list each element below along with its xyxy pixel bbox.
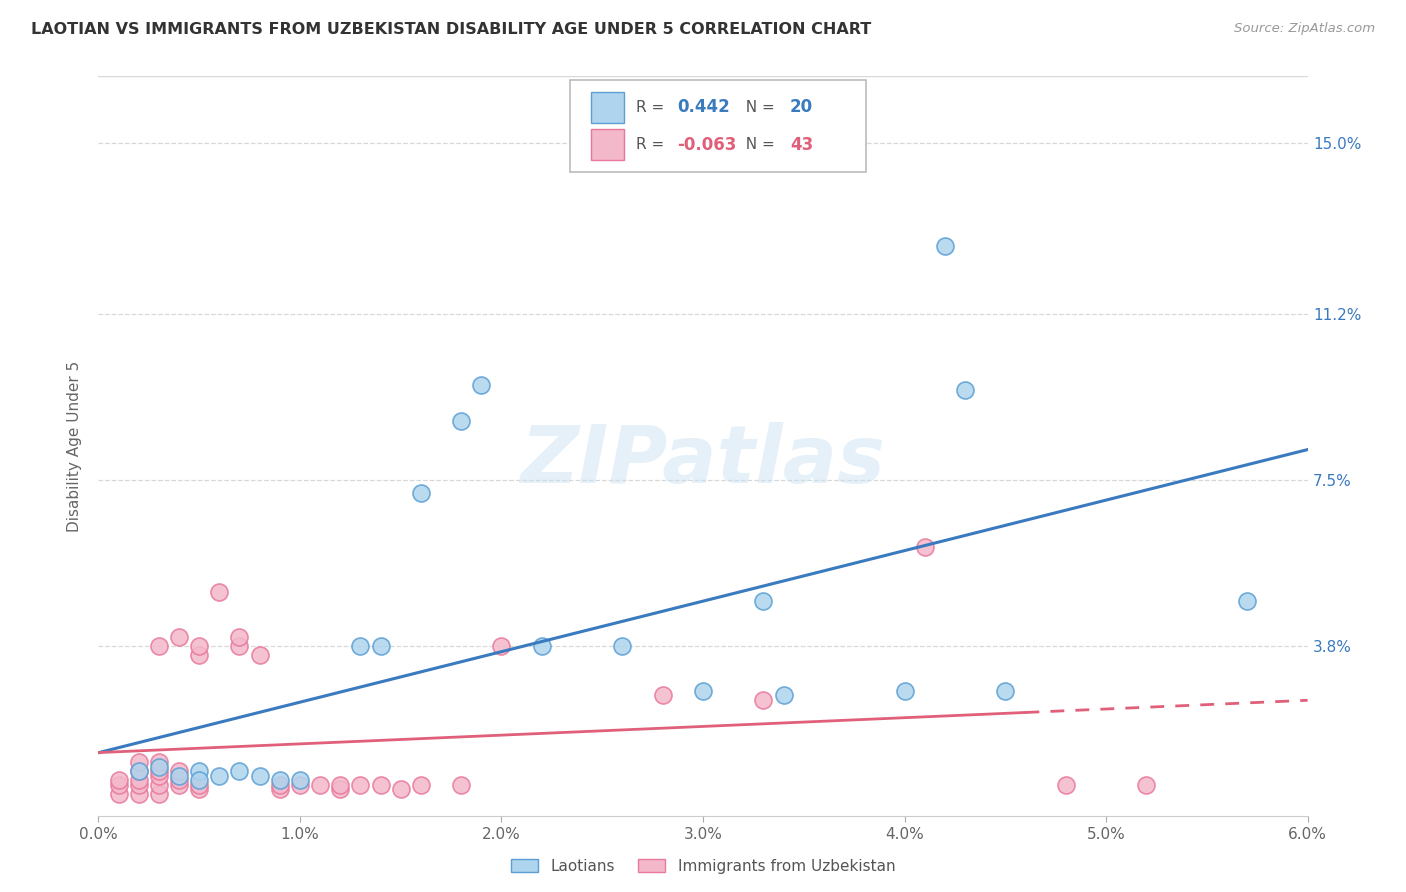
Point <box>128 764 150 779</box>
Text: 43: 43 <box>790 136 813 153</box>
Point <box>167 764 190 779</box>
Point <box>107 787 129 801</box>
Point <box>309 778 332 792</box>
Point <box>188 639 211 653</box>
Point <box>409 778 432 792</box>
Point <box>389 782 412 797</box>
Point <box>148 778 170 792</box>
Point <box>188 648 211 662</box>
Point <box>148 756 170 770</box>
Point <box>128 756 150 770</box>
Point <box>491 639 513 653</box>
Point <box>228 639 250 653</box>
Point <box>953 383 976 397</box>
Text: LAOTIAN VS IMMIGRANTS FROM UZBEKISTAN DISABILITY AGE UNDER 5 CORRELATION CHART: LAOTIAN VS IMMIGRANTS FROM UZBEKISTAN DI… <box>31 22 872 37</box>
Point <box>772 688 794 702</box>
Point <box>612 639 634 653</box>
Point <box>692 683 714 698</box>
Text: -0.063: -0.063 <box>678 136 737 153</box>
Point <box>148 787 170 801</box>
Point <box>167 630 190 644</box>
Point <box>752 692 775 706</box>
Point <box>188 764 211 779</box>
Text: N =: N = <box>735 137 779 152</box>
Text: ZIPatlas: ZIPatlas <box>520 422 886 500</box>
Point <box>128 764 150 779</box>
Y-axis label: Disability Age Under 5: Disability Age Under 5 <box>67 360 83 532</box>
Point <box>994 683 1017 698</box>
Point <box>249 769 271 783</box>
Text: 20: 20 <box>790 98 813 116</box>
Bar <box>591 92 624 122</box>
Point <box>228 630 250 644</box>
Point <box>167 778 190 792</box>
Point <box>167 769 190 783</box>
Point <box>470 378 492 392</box>
Point <box>288 778 311 792</box>
Point <box>349 778 371 792</box>
Point <box>249 648 271 662</box>
Point <box>288 773 311 788</box>
Point <box>752 594 775 608</box>
Text: 0.442: 0.442 <box>678 98 730 116</box>
Point <box>269 773 291 788</box>
Point <box>914 540 936 554</box>
Point <box>269 778 291 792</box>
Point <box>370 778 392 792</box>
Point <box>148 764 170 779</box>
Point <box>148 639 170 653</box>
Text: N =: N = <box>735 100 779 114</box>
Bar <box>591 129 624 160</box>
Point <box>128 773 150 788</box>
Point <box>349 639 371 653</box>
Point <box>329 782 352 797</box>
Point <box>329 778 352 792</box>
Text: Source: ZipAtlas.com: Source: ZipAtlas.com <box>1234 22 1375 36</box>
FancyBboxPatch shape <box>569 79 866 172</box>
Point <box>188 782 211 797</box>
Text: R =: R = <box>637 100 669 114</box>
Point <box>409 486 432 500</box>
Point <box>107 773 129 788</box>
Point <box>167 773 190 788</box>
Point <box>893 683 915 698</box>
Point <box>370 639 392 653</box>
Point <box>1054 778 1077 792</box>
Point <box>107 778 129 792</box>
Point <box>530 639 553 653</box>
Text: R =: R = <box>637 137 669 152</box>
Point <box>208 769 231 783</box>
Point <box>450 778 472 792</box>
Point <box>450 414 472 428</box>
Point <box>934 239 956 253</box>
Point <box>228 764 250 779</box>
Point <box>188 778 211 792</box>
Point <box>651 688 673 702</box>
Legend: Laotians, Immigrants from Uzbekistan: Laotians, Immigrants from Uzbekistan <box>505 853 901 880</box>
Point <box>1236 594 1258 608</box>
Point <box>148 769 170 783</box>
Point <box>188 773 211 788</box>
Point <box>128 778 150 792</box>
Point <box>148 760 170 774</box>
Point <box>1135 778 1157 792</box>
Point <box>269 782 291 797</box>
Point <box>208 584 231 599</box>
Point <box>128 787 150 801</box>
